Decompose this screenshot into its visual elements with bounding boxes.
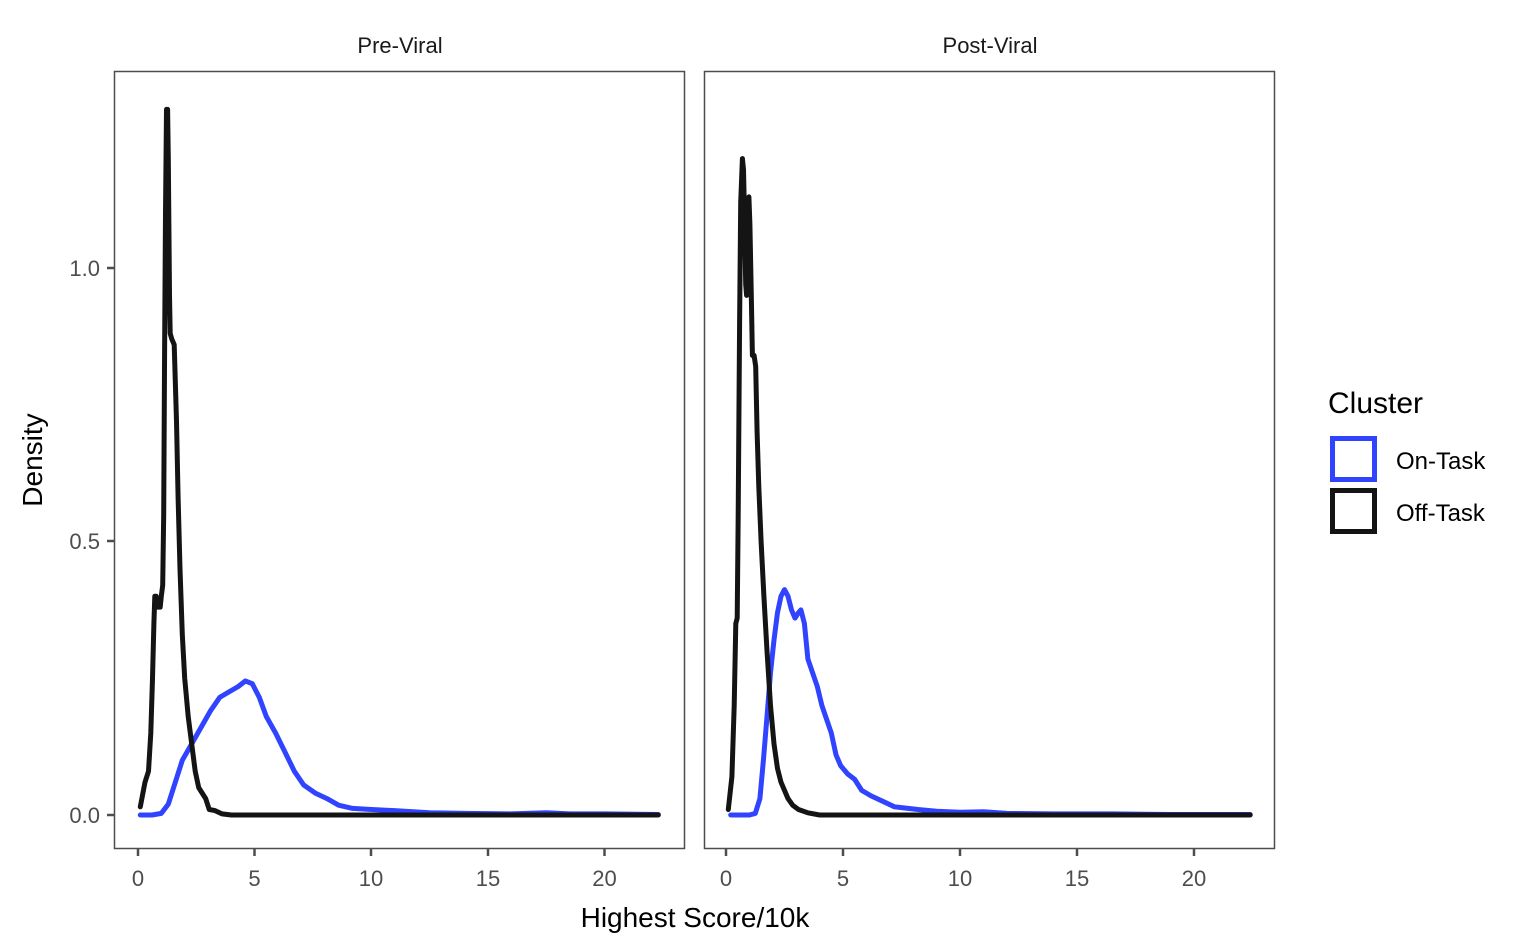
legend-title: Cluster	[1328, 387, 1423, 420]
x-tick-label: 15	[1065, 866, 1089, 891]
curves-pre-viral	[137, 106, 661, 818]
x-tick-label: 0	[720, 866, 732, 891]
x-tick-label: 0	[132, 866, 144, 891]
panel-pre-viral	[113, 70, 686, 850]
x-tick-label: 5	[837, 866, 849, 891]
x-axis-pre-viral: 0 5 10 15 20	[132, 849, 617, 891]
panel-post-viral	[703, 70, 1276, 850]
x-tick-label: 10	[359, 866, 383, 891]
density-curve-off-task	[725, 156, 1253, 818]
x-tick-label: 20	[1182, 866, 1206, 891]
y-tick-label: 0.0	[69, 803, 100, 828]
legend: Cluster On-Task Off-Task	[1328, 387, 1486, 534]
y-tick-label: 0.5	[69, 529, 100, 554]
density-curve-off-task	[137, 106, 661, 818]
x-tick-label: 5	[248, 866, 260, 891]
curves-post-viral	[725, 156, 1253, 818]
panel-border-right	[703, 70, 1276, 850]
x-axis-post-viral: 0 5 10 15 20	[720, 849, 1206, 891]
legend-label-off-task: Off-Task	[1396, 500, 1486, 527]
x-tick-label: 10	[948, 866, 972, 891]
panel-border-left	[113, 70, 686, 850]
x-axis-title: Highest Score/10k	[581, 902, 811, 933]
density-curve-on-task	[728, 587, 1253, 818]
panel-label-post-viral: Post-Viral	[943, 33, 1038, 58]
y-tick-label: 1.0	[69, 256, 100, 281]
legend-key-on-task-icon	[1330, 436, 1377, 482]
legend-key-off-task-icon	[1330, 488, 1377, 534]
panel-label-pre-viral: Pre-Viral	[357, 33, 442, 58]
y-axis-title: Density	[17, 413, 48, 506]
x-tick-label: 15	[476, 866, 500, 891]
x-tick-label: 20	[592, 866, 616, 891]
legend-label-on-task: On-Task	[1396, 448, 1486, 475]
y-axis: 0.0 0.5 1.0 Density	[17, 256, 114, 828]
